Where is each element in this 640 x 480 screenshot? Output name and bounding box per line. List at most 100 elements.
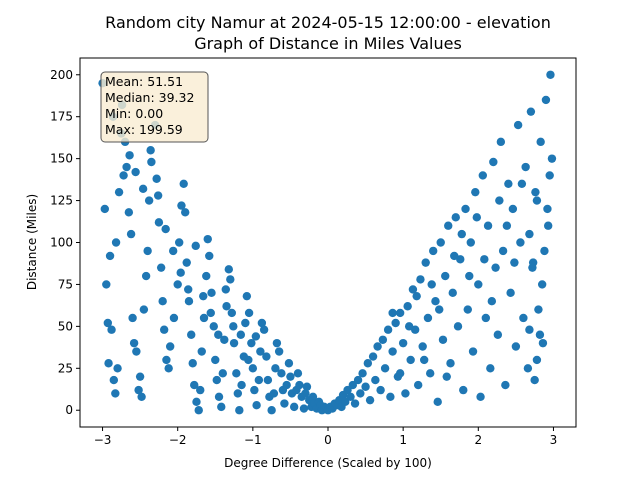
data-point [191, 241, 200, 251]
data-point [232, 369, 241, 378]
data-point [365, 395, 375, 405]
data-point [536, 137, 545, 147]
data-point [153, 191, 163, 200]
data-point [254, 375, 264, 385]
data-point [241, 318, 250, 328]
data-point [376, 385, 385, 395]
data-point [525, 229, 534, 239]
data-point [361, 382, 370, 391]
data-point [537, 280, 547, 289]
x-tick-label: 2 [474, 433, 482, 447]
data-point [156, 263, 166, 272]
chart-title-line-2: Graph of Distance in Miles Values [194, 34, 462, 53]
data-point [299, 404, 309, 413]
data-point [187, 330, 196, 339]
data-point [373, 342, 382, 351]
data-point [378, 335, 388, 344]
data-point [192, 397, 201, 407]
data-point [478, 171, 488, 180]
data-point [519, 313, 528, 323]
data-point [217, 402, 226, 412]
data-point [202, 271, 211, 281]
y-tick-label: 175 [50, 110, 73, 124]
data-point [525, 325, 534, 334]
data-point [206, 308, 215, 318]
data-point [368, 352, 378, 361]
data-point [391, 318, 400, 328]
data-point [132, 347, 141, 356]
data-point [179, 179, 188, 188]
data-point [516, 238, 525, 247]
data-point [113, 364, 122, 373]
data-point [131, 167, 140, 177]
data-point [244, 308, 254, 318]
data-point [211, 355, 220, 365]
data-point [343, 385, 352, 395]
data-point [263, 375, 273, 385]
data-point [103, 318, 113, 328]
data-point [448, 288, 457, 298]
data-point [251, 332, 261, 341]
data-point [161, 224, 170, 234]
data-point [100, 204, 110, 214]
data-point [546, 70, 555, 79]
data-point [227, 308, 237, 318]
data-point [139, 305, 149, 314]
data-point [124, 208, 134, 217]
data-point [214, 330, 223, 339]
data-point [408, 285, 418, 294]
data-point [188, 359, 197, 368]
data-point [356, 389, 365, 398]
x-tick-label: −3 [94, 433, 112, 447]
data-point [388, 347, 397, 356]
data-point [284, 359, 294, 368]
data-point [438, 335, 448, 344]
data-point [433, 397, 442, 407]
data-point [229, 338, 239, 348]
data-point [222, 302, 231, 311]
data-point [412, 291, 421, 301]
data-point [141, 271, 151, 281]
data-point [547, 154, 557, 163]
data-point [146, 146, 155, 155]
data-point [119, 171, 128, 180]
data-point [224, 265, 233, 274]
data-point [196, 385, 205, 395]
chart-title-line-1: Random city Namur at 2024-05-15 12:00:00… [105, 13, 551, 32]
x-tick-label: −2 [169, 433, 187, 447]
data-point [504, 179, 513, 188]
data-point [363, 359, 373, 368]
data-point [293, 369, 303, 378]
data-point [221, 285, 230, 294]
data-point [286, 372, 295, 381]
data-point [280, 399, 289, 408]
data-point [233, 389, 243, 398]
data-point [256, 347, 265, 356]
y-tick-label: 0 [65, 403, 73, 417]
data-point [413, 380, 423, 390]
data-point [220, 335, 229, 344]
data-point [495, 196, 504, 205]
data-point [214, 392, 224, 402]
y-axis-ticks: 0 25 50 75 100 125 150 175 200 [50, 68, 80, 417]
data-point [541, 95, 551, 105]
data-point [177, 201, 186, 210]
data-point [451, 213, 460, 222]
data-point [476, 392, 485, 402]
data-point [199, 291, 208, 301]
data-point [229, 322, 238, 331]
data-point [152, 174, 161, 183]
data-point [510, 258, 519, 267]
data-point [471, 187, 480, 197]
data-point [169, 313, 179, 323]
data-point [218, 369, 227, 378]
data-point [538, 338, 548, 348]
data-point [472, 213, 481, 222]
data-point [398, 338, 408, 348]
data-point [480, 255, 489, 264]
x-tick-label: 1 [399, 433, 407, 447]
data-point [236, 330, 246, 339]
data-point [429, 246, 438, 256]
y-tick-label: 125 [50, 194, 73, 208]
data-point [277, 369, 286, 378]
